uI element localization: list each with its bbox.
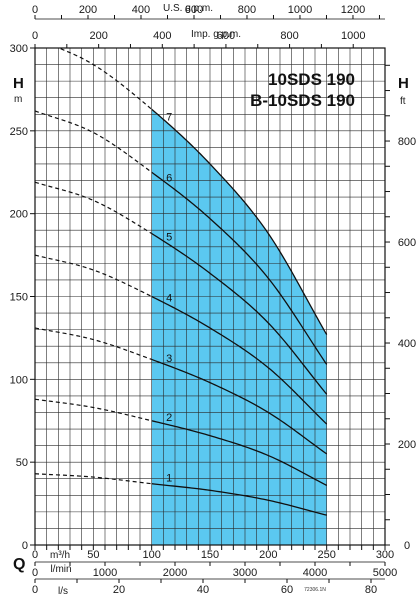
curve-label-1: 1 <box>166 473 172 485</box>
curve-2-dashed <box>34 398 152 422</box>
bottom-tick-label: 150 <box>201 549 219 561</box>
right-axis-label: H <box>398 75 409 92</box>
left-axis-unit: m <box>14 94 22 105</box>
curve-label-6: 6 <box>166 172 172 184</box>
ls-axis-unit: l/s <box>58 586 68 597</box>
right-axis-unit: ft <box>400 96 406 107</box>
impgpm-tick-label: 800 <box>280 30 298 42</box>
left-tick-label: 50 <box>16 457 28 469</box>
chart-code: 72306.1N <box>304 587 326 593</box>
right-tick-label: 200 <box>398 439 416 451</box>
bottom-tick-label: 100 <box>142 549 160 561</box>
left-tick-label: 300 <box>10 43 28 55</box>
usgpm-tick-label: 1200 <box>341 4 365 16</box>
ls-tick-label: 0 <box>32 584 38 596</box>
left-tick-label: 200 <box>10 209 28 221</box>
curve-3 <box>151 358 328 455</box>
curve-7 <box>151 108 328 335</box>
curve-4 <box>151 295 328 425</box>
lmin-tick-label: 4000 <box>303 567 327 579</box>
curve-2 <box>151 420 327 486</box>
bottom-tick-label: 250 <box>317 549 335 561</box>
usgpm-tick-label: 0 <box>32 4 38 16</box>
lmin-tick-label: 3000 <box>233 567 257 579</box>
impgpm-tick-label: 1000 <box>341 30 365 42</box>
bottom-axis-label: Q <box>13 556 25 573</box>
left-tick-label: 150 <box>10 292 28 304</box>
grid <box>35 48 385 545</box>
curve-6 <box>151 171 328 365</box>
curve-5 <box>151 232 328 395</box>
chart-title-line2: B-10SDS 190 <box>250 91 355 110</box>
curve-label-2: 2 <box>166 412 172 424</box>
lmin-tick-label: 2000 <box>163 567 187 579</box>
impgpm-axis-unit: Imp. g.p.m. <box>191 29 241 40</box>
ls-tick-label: 40 <box>197 584 209 596</box>
usgpm-axis-unit: U.S. g.p.m. <box>163 3 213 14</box>
curve-3-dashed <box>34 327 152 361</box>
ls-tick-label: 60 <box>281 584 293 596</box>
curve-label-7: 7 <box>166 111 172 123</box>
lmin-tick-label: 1000 <box>93 567 117 579</box>
usgpm-tick-label: 400 <box>132 4 150 16</box>
left-tick-label: 100 <box>10 374 28 386</box>
ls-tick-label: 20 <box>113 584 125 596</box>
usgpm-tick-label: 200 <box>79 4 97 16</box>
lmin-tick-label: 0 <box>32 567 38 579</box>
impgpm-tick-label: 200 <box>89 30 107 42</box>
curve-label-5: 5 <box>166 232 172 244</box>
right-tick-label: 600 <box>398 237 416 249</box>
curve-1-dashed <box>34 473 152 485</box>
curve-7-dashed <box>60 48 153 110</box>
bottom-tick-label: 300 <box>376 549 394 561</box>
bottom-axis-unit: m³/h <box>50 550 70 561</box>
right-tick-label: 800 <box>398 136 416 148</box>
impgpm-tick-label: 600 <box>217 30 235 42</box>
left-axis-label: H <box>13 75 24 92</box>
impgpm-tick-label: 0 <box>32 30 38 42</box>
curve-label-4: 4 <box>166 292 172 304</box>
performance-curves <box>34 48 328 516</box>
impgpm-tick-label: 400 <box>153 30 171 42</box>
usgpm-tick-label: 1000 <box>288 4 312 16</box>
curve-5-dashed <box>34 181 152 235</box>
left-tick-label: 0 <box>22 540 28 552</box>
usgpm-tick-label: 600 <box>185 4 203 16</box>
curve-labels: 1 2 3 4 5 6 7 <box>166 111 172 484</box>
bottom-tick-label: 200 <box>259 549 277 561</box>
right-tick-label: 400 <box>398 338 416 350</box>
lmin-axis-unit: l/min <box>50 564 71 575</box>
curve-1 <box>151 483 327 516</box>
ls-tick-label: 80 <box>365 584 377 596</box>
bottom-tick-label: 50 <box>87 549 99 561</box>
curve-label-3: 3 <box>166 353 172 365</box>
lmin-tick-label: 5000 <box>373 567 397 579</box>
bottom-tick-label: 0 <box>32 549 38 561</box>
chart-title-line1: 10SDS 190 <box>268 70 355 89</box>
operating-range-fill <box>151 109 327 546</box>
operating-range-area <box>151 109 327 546</box>
usgpm-tick-label: 800 <box>238 4 256 16</box>
right-tick-label: 0 <box>404 540 410 552</box>
curve-6-dashed <box>34 110 153 173</box>
left-tick-label: 250 <box>10 126 28 138</box>
